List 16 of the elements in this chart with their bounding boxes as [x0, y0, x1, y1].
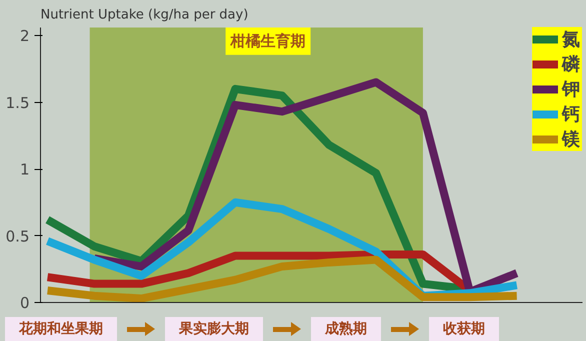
legend-label: 磷: [562, 53, 581, 76]
y-tick-label: 1: [20, 160, 30, 179]
text: 成熟期: [311, 317, 381, 341]
text: 果实膨大期: [165, 317, 263, 341]
text: 花期和坐果期: [5, 317, 117, 341]
y-tick-label: 0: [20, 294, 30, 312]
y-tick-label: 0.5: [6, 227, 30, 246]
legend-label: 镁: [562, 128, 581, 151]
legend-label: 钙: [562, 103, 581, 126]
y-axis-title: Nutrient Uptake (kg/ha per day): [40, 8, 248, 22]
text: 收获期: [429, 317, 499, 341]
y-tick-label: 1.5: [6, 94, 30, 112]
legend-label: 钾: [562, 78, 581, 101]
y-tick-label: 2: [20, 27, 30, 46]
chart-title: 柑橘生育期: [230, 32, 306, 50]
legend-label: 氮: [562, 28, 581, 51]
